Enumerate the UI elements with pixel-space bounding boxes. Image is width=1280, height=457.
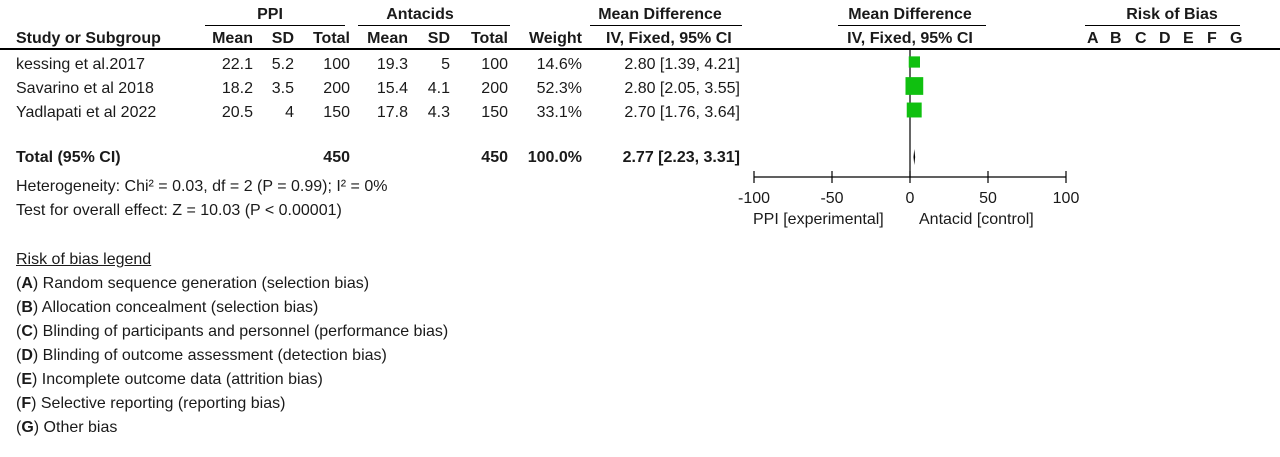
mean-difference-ci: 2.80 [1.39, 4.21] — [624, 56, 740, 73]
rob-letter-b: B — [1110, 30, 1122, 47]
weight: 52.3% — [536, 80, 582, 97]
legend-item-c: (C) Blinding of participants and personn… — [16, 323, 449, 340]
rob-letter-c: C — [1135, 30, 1147, 47]
antacid-sd: 4.1 — [427, 80, 450, 97]
plot-column-title: Mean Difference — [848, 6, 972, 23]
x-tick-label: -100 — [738, 190, 770, 207]
antacid-sd: 5 — [441, 56, 450, 73]
legend-item-f: (F) Selective reporting (reporting bias) — [16, 395, 286, 412]
legend-item-b: (B) Allocation concealment (selection bi… — [16, 299, 319, 316]
antacid-mean: 19.3 — [376, 56, 408, 73]
legend-text: ) Blinding of outcome assessment (detect… — [32, 347, 387, 364]
antacid-total-header: Total — [470, 30, 508, 47]
header-rule — [0, 48, 1280, 50]
legend-item-e: (E) Incomplete outcome data (attrition b… — [16, 371, 323, 388]
study-name: Savarino et al 2018 — [16, 80, 154, 97]
ppi-sd: 3.5 — [271, 80, 294, 97]
group-header-ppi: PPI — [257, 6, 283, 23]
md-column-title: Mean Difference — [598, 6, 722, 23]
legend-text: ) Blinding of participants and personnel… — [32, 323, 449, 340]
overall-effect-test: Test for overall effect: Z = 10.03 (P < … — [16, 202, 342, 219]
rob-letter-d: D — [1159, 30, 1171, 47]
study-column-header: Study or Subgroup — [16, 30, 161, 47]
legend-letter: C — [21, 323, 33, 340]
weight-header: Weight — [528, 30, 582, 47]
legend-letter: G — [21, 419, 34, 436]
study-name: Yadlapati et al 2022 — [16, 104, 157, 121]
md-method-header: IV, Fixed, 95% CI — [606, 30, 732, 47]
ppi-total-sum: 450 — [323, 149, 350, 166]
plot-method-header: IV, Fixed, 95% CI — [847, 30, 973, 47]
mean-difference-ci: 2.70 [1.76, 3.64] — [624, 104, 740, 121]
antacid-mean-header: Mean — [367, 30, 408, 47]
antacid-total: 200 — [481, 80, 508, 97]
study-effect-marker — [908, 56, 920, 68]
legend-letter: A — [21, 275, 33, 292]
legend-letter: E — [21, 371, 32, 388]
antacid-mean: 17.8 — [376, 104, 408, 121]
x-tick-label: 100 — [1053, 190, 1080, 207]
rob-title-underline — [1085, 25, 1240, 26]
rob-letter-f: F — [1207, 30, 1217, 47]
ppi-group-underline — [205, 25, 345, 26]
antacids-group-underline — [358, 25, 510, 26]
ppi-total: 200 — [323, 80, 350, 97]
antacid-mean: 15.4 — [376, 80, 408, 97]
legend-text: ) Selective reporting (reporting bias) — [31, 395, 286, 412]
mean-difference-ci: 2.80 [2.05, 3.55] — [624, 80, 740, 97]
antacid-total: 150 — [481, 104, 508, 121]
x-tick-label: 0 — [906, 190, 915, 207]
plot-title-underline — [838, 25, 986, 26]
total-weight: 100.0% — [527, 149, 582, 166]
ppi-sd-header: SD — [271, 30, 294, 47]
favours-right-label: Antacid [control] — [919, 211, 1034, 228]
weight: 33.1% — [536, 104, 582, 121]
ppi-total: 100 — [323, 56, 350, 73]
study-name: kessing et al.2017 — [16, 56, 145, 73]
legend-letter: B — [21, 299, 33, 316]
x-tick-label: 50 — [979, 190, 997, 207]
ppi-mean: 22.1 — [221, 56, 253, 73]
ppi-mean: 18.2 — [221, 80, 253, 97]
rob-letter-a: A — [1087, 30, 1099, 47]
legend-item-d: (D) Blinding of outcome assessment (dete… — [16, 347, 387, 364]
md-title-underline — [590, 25, 742, 26]
pooled-effect-diamond — [913, 149, 916, 165]
legend-letter: D — [21, 347, 33, 364]
legend-text: ) Random sequence generation (selection … — [32, 275, 370, 292]
rob-letter-g: G — [1230, 30, 1243, 47]
legend-text: ) Incomplete outcome data (attrition bia… — [32, 371, 323, 388]
legend-text: ) Other bias — [33, 419, 118, 436]
risk-of-bias-legend-title: Risk of bias legend — [16, 251, 152, 268]
legend-letter: F — [21, 395, 32, 412]
antacid-total: 100 — [481, 56, 508, 73]
risk-of-bias-title: Risk of Bias — [1126, 6, 1218, 23]
antacid-sd: 4.3 — [427, 104, 450, 121]
legend-item-a: (A) Random sequence generation (selectio… — [16, 275, 370, 292]
favours-left-label: PPI [experimental] — [753, 211, 884, 228]
total-label: Total (95% CI) — [16, 149, 121, 166]
heterogeneity-stats: Heterogeneity: Chi² = 0.03, df = 2 (P = … — [16, 178, 388, 195]
study-effect-marker — [905, 77, 924, 95]
antacid-total-sum: 450 — [481, 149, 508, 166]
antacid-sd-header: SD — [427, 30, 450, 47]
ppi-sd: 4 — [285, 104, 294, 121]
rob-letter-e: E — [1183, 30, 1194, 47]
ppi-sd: 5.2 — [271, 56, 294, 73]
legend-text: ) Allocation concealment (selection bias… — [32, 299, 319, 316]
legend-item-g: (G) Other bias — [16, 419, 118, 436]
ppi-total-header: Total — [312, 30, 350, 47]
x-tick-label: -50 — [820, 190, 843, 207]
study-effect-marker — [906, 102, 922, 118]
ppi-mean-header: Mean — [212, 30, 253, 47]
weight: 14.6% — [536, 56, 582, 73]
group-header-antacids: Antacids — [386, 6, 454, 23]
pooled-mean-difference-ci: 2.77 [2.23, 3.31] — [622, 149, 740, 166]
ppi-mean: 20.5 — [221, 104, 253, 121]
ppi-total: 150 — [323, 104, 350, 121]
